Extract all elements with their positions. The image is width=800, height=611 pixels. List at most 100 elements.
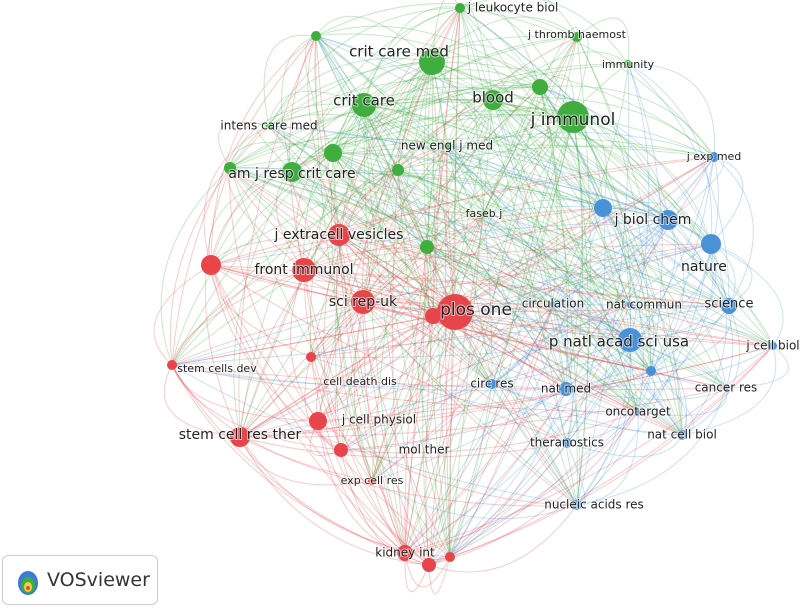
edge	[404, 315, 434, 554]
edge	[303, 269, 456, 313]
edge	[404, 388, 567, 554]
edge	[371, 86, 541, 482]
edge	[363, 104, 567, 390]
edge	[483, 213, 683, 436]
edge	[397, 169, 727, 389]
edge	[340, 411, 639, 454]
edge	[426, 246, 554, 305]
node	[352, 93, 376, 117]
edge	[602, 207, 655, 372]
edge	[629, 304, 688, 436]
edge	[239, 246, 428, 438]
edge	[310, 304, 631, 358]
edge	[576, 387, 727, 506]
node-label: j cell biol	[745, 339, 799, 353]
edge	[210, 264, 730, 307]
edge	[229, 167, 578, 506]
edge	[576, 63, 630, 506]
edge	[371, 311, 456, 482]
edge	[483, 213, 568, 444]
edge	[710, 243, 784, 347]
nodes	[167, 3, 777, 572]
edge	[371, 99, 494, 482]
edge	[572, 116, 631, 306]
edge	[576, 339, 632, 506]
edge	[315, 35, 652, 372]
node	[627, 302, 633, 308]
edge	[404, 99, 494, 554]
edge	[459, 0, 629, 65]
edge	[340, 156, 715, 451]
edge	[332, 152, 456, 313]
edge	[431, 44, 541, 88]
edge	[459, 7, 567, 390]
edge	[239, 213, 485, 438]
node-label: j immunol	[530, 110, 616, 130]
edge	[363, 6, 461, 106]
edge	[268, 125, 683, 436]
edge	[454, 305, 730, 313]
node-label: oncotarget	[605, 405, 671, 419]
edge	[340, 449, 430, 566]
edge	[426, 99, 494, 248]
edge	[637, 387, 728, 416]
edge	[362, 301, 430, 566]
edge	[291, 171, 364, 303]
edge	[445, 145, 451, 558]
logo[interactable]: VOSviewer	[2, 555, 158, 605]
edge	[404, 156, 715, 554]
node-label: front immunol	[254, 262, 353, 278]
edge	[171, 234, 340, 366]
edge	[363, 69, 541, 106]
edge	[492, 99, 567, 390]
edge	[268, 77, 541, 127]
edge	[602, 207, 774, 347]
edge	[449, 388, 567, 558]
edge	[291, 36, 578, 173]
node	[769, 342, 777, 350]
edge	[363, 104, 604, 209]
edge	[229, 167, 493, 385]
edge	[710, 156, 744, 245]
edge	[431, 61, 652, 372]
edge	[340, 99, 494, 451]
edge	[572, 116, 652, 372]
edge	[371, 116, 574, 482]
edge	[446, 145, 578, 506]
edge	[210, 61, 433, 266]
edge	[552, 303, 573, 444]
edge	[239, 383, 493, 438]
edge	[459, 7, 631, 306]
edge	[404, 339, 631, 554]
edge	[539, 86, 558, 305]
edge	[338, 234, 456, 313]
edge	[332, 152, 493, 385]
edge	[315, 35, 604, 209]
node	[481, 211, 487, 217]
edge	[315, 25, 541, 88]
edge	[428, 345, 774, 566]
node-label: nucleic acids res	[544, 498, 644, 512]
edge	[428, 86, 541, 566]
edge	[422, 246, 430, 566]
edge	[304, 356, 342, 451]
edge	[291, 138, 448, 173]
edge	[446, 145, 669, 221]
edge	[338, 156, 715, 236]
edge	[291, 171, 631, 341]
edge	[291, 61, 433, 173]
edge	[338, 145, 448, 236]
edge	[371, 207, 604, 482]
edge	[315, 3, 578, 38]
edge	[627, 63, 716, 158]
edge	[227, 167, 305, 271]
edge	[492, 99, 730, 307]
edge	[492, 99, 631, 306]
edge	[454, 156, 715, 313]
edge	[576, 17, 630, 65]
edge	[572, 116, 730, 307]
edge	[204, 167, 241, 438]
edge	[483, 36, 578, 215]
edge	[566, 434, 683, 458]
edge	[291, 171, 730, 307]
